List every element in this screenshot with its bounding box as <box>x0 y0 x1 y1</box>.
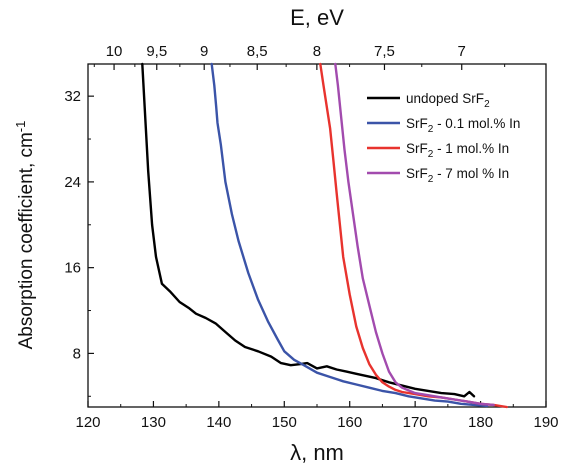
top-tick-label: 8 <box>313 43 321 60</box>
legend-label-4: SrF2 - 7 mol % In <box>406 166 509 185</box>
x-tick-label: 130 <box>141 414 166 431</box>
x-tick-label: 140 <box>206 414 231 431</box>
legend-label-3: SrF2 - 1 mol.% In <box>406 141 509 160</box>
series-layer <box>141 62 508 409</box>
y-tick-label: 24 <box>64 174 81 191</box>
series-line-1 <box>141 62 476 398</box>
x-tick-label: 170 <box>403 414 428 431</box>
y-axis-title-main: Absorption coefficient, cm <box>16 132 37 349</box>
series-line-2 <box>210 62 489 408</box>
top-tick-label: 7,5 <box>374 43 395 60</box>
top-tick-label: 9,5 <box>146 43 167 60</box>
top-tick-label: 10 <box>106 43 123 60</box>
series-line-4 <box>334 62 495 407</box>
x-axis-title: λ, nm <box>290 440 344 465</box>
legend-label-1: undoped SrF2 <box>406 91 490 110</box>
tick-labels: 120 130 140 150 160 170 180 190 8 16 24 32 10 9,5 9 8,5… <box>64 43 558 431</box>
x-tick-label: 160 <box>337 414 362 431</box>
x-tick-label: 180 <box>468 414 493 431</box>
x-tick-label: 190 <box>533 414 558 431</box>
top-tick-label: 9 <box>200 43 208 60</box>
y-tick-label: 8 <box>73 345 81 362</box>
top-tick-label: 8,5 <box>247 43 268 60</box>
y-axis-title-unit-exp: -1 <box>13 121 28 133</box>
top-axis-title: E, eV <box>290 5 344 30</box>
y-axis-title: Absorption coefficient, cm-1 <box>13 121 37 350</box>
legend-label-2: SrF2 - 0.1 mol.% In <box>406 116 520 135</box>
y-tick-label: 16 <box>64 260 81 277</box>
top-tick-label: 7 <box>458 43 466 60</box>
x-tick-label: 150 <box>272 414 297 431</box>
legend: undoped SrF2 SrF2 - 0.1 mol.% In SrF2 - 1 … <box>367 91 520 185</box>
x-tick-label: 120 <box>75 414 100 431</box>
y-tick-label: 32 <box>64 88 81 105</box>
